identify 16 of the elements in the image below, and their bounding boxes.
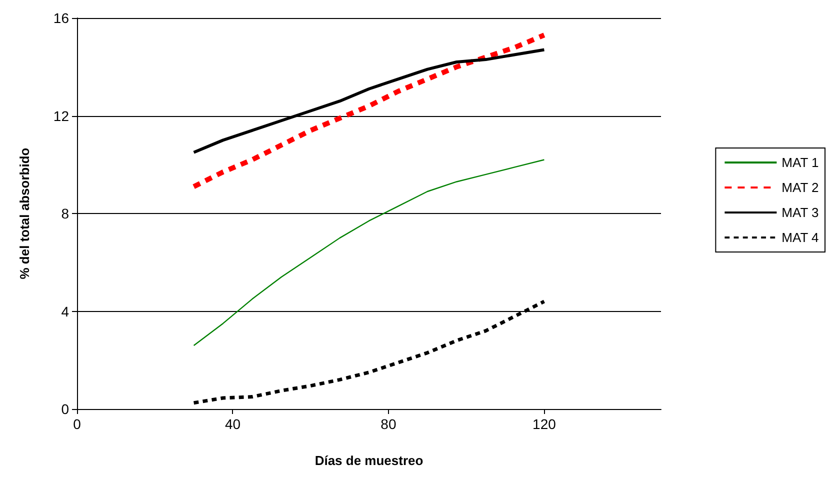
- y-tick-label: 0: [61, 401, 70, 417]
- y-tick-label: 4: [61, 303, 70, 320]
- x-tick-label: 40: [224, 416, 241, 432]
- y-tick-label: 8: [61, 206, 70, 222]
- line-series: [193, 159, 545, 346]
- y-tick-label: 16: [53, 10, 70, 26]
- legend-label: MAT 1: [782, 155, 819, 170]
- y-axis-title: % del total absorbido: [17, 148, 32, 280]
- x-tick-label: 80: [380, 416, 396, 432]
- legend-label: MAT 3: [782, 205, 819, 220]
- x-tick-label: 120: [532, 416, 556, 432]
- x-axis-title: Días de muestreo: [314, 453, 424, 468]
- legend-label: MAT 2: [782, 180, 819, 195]
- x-tick-label: 0: [73, 416, 82, 432]
- y-tick-label: 12: [53, 108, 70, 124]
- legend-label: MAT 4: [782, 230, 819, 245]
